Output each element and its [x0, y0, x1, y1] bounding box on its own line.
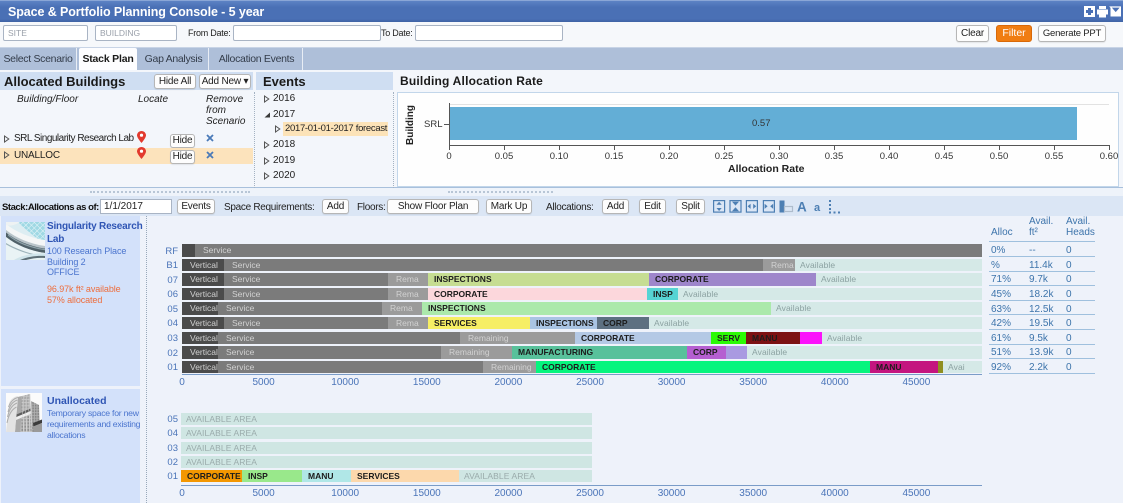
svg-text:A: A: [797, 200, 807, 215]
svg-text:a: a: [814, 202, 821, 214]
